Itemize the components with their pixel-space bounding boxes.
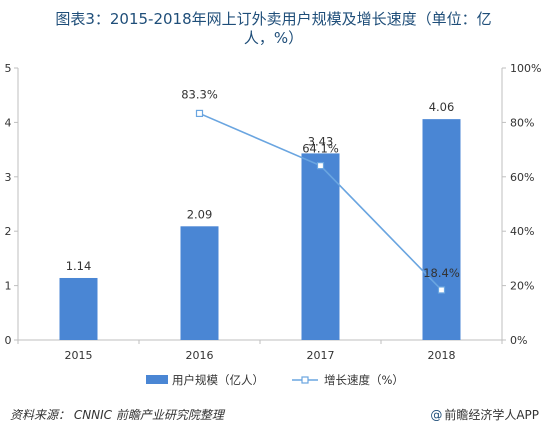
line-series bbox=[195, 109, 446, 294]
bar-value-label: 3.43 bbox=[308, 134, 334, 148]
x-tick-label: 2015 bbox=[65, 349, 93, 362]
legend-line-marker bbox=[301, 376, 309, 384]
growth-marker bbox=[437, 286, 446, 294]
chart-title-line-2: 人，%） bbox=[243, 29, 304, 47]
y-left-tick-label: 5 bbox=[5, 62, 12, 75]
y-right-tick-label: 0% bbox=[510, 334, 527, 347]
y-right-tick-label: 80% bbox=[510, 116, 534, 129]
source-note: 资料来源： CNNIC 前瞻产业研究院整理 bbox=[10, 408, 224, 422]
legend: 用户规模（亿人） 增长速度（%） bbox=[146, 373, 404, 387]
brand-name: 前瞻经济学人APP bbox=[444, 408, 539, 422]
y-left-tick-label: 0 bbox=[5, 334, 12, 347]
chart: 0 1 2 3 4 5 0% 20% 40% 60% 80% 100% 2015 2016 2017 2018… bbox=[5, 62, 542, 387]
bar bbox=[422, 119, 461, 340]
growth-value-label: 18.4% bbox=[423, 266, 460, 280]
chart-title: 图表3：2015-2018年网上订外卖用户规模及增长速度（单位：亿 人，%） bbox=[0, 10, 547, 48]
y-left-tick-label: 2 bbox=[5, 225, 12, 238]
bar-value-label: 4.06 bbox=[429, 100, 455, 114]
chart-title-line-1: 图表3：2015-2018年网上订外卖用户规模及增长速度（单位：亿 bbox=[55, 10, 492, 28]
brand-credit: @ 前瞻经济学人APP bbox=[430, 406, 539, 423]
bar bbox=[59, 277, 98, 340]
y-left-tick-label: 4 bbox=[5, 116, 12, 129]
bar bbox=[180, 226, 219, 340]
growth-marker bbox=[195, 109, 204, 118]
bar-value-label: 1.14 bbox=[66, 259, 92, 273]
growth-value-label: 83.3% bbox=[181, 87, 218, 101]
y-left-tick-label: 3 bbox=[5, 171, 12, 184]
y-right-tick-label: 60% bbox=[510, 171, 534, 184]
at-icon: @ bbox=[430, 408, 443, 422]
legend-bar-label: 用户规模（亿人） bbox=[172, 373, 264, 387]
x-tick-label: 2016 bbox=[186, 349, 214, 362]
x-tick-label: 2017 bbox=[307, 349, 335, 362]
data-labels: 1.14 2.09 3.43 4.06 83.3% 64.1% 18.4% bbox=[66, 87, 460, 280]
growth-value-label: 64.1% bbox=[302, 142, 339, 156]
y-right-tick-label: 40% bbox=[510, 225, 534, 238]
x-tick-label: 2018 bbox=[428, 349, 456, 362]
axes: 0 1 2 3 4 5 0% 20% 40% 60% 80% 100% 2015 2016 2017 2018 bbox=[5, 62, 542, 362]
legend-line-label: 增长速度（%） bbox=[324, 373, 404, 387]
bar bbox=[301, 153, 340, 340]
y-left-tick-label: 1 bbox=[5, 280, 12, 293]
bar-value-label: 2.09 bbox=[187, 207, 213, 221]
legend-bar-swatch bbox=[146, 375, 168, 384]
y-right-tick-label: 100% bbox=[510, 62, 541, 75]
footer: 资料来源： CNNIC 前瞻产业研究院整理 @ 前瞻经济学人APP bbox=[0, 402, 547, 432]
bar-series bbox=[59, 119, 461, 340]
y-right-tick-label: 20% bbox=[510, 280, 534, 293]
growth-marker bbox=[316, 162, 325, 170]
